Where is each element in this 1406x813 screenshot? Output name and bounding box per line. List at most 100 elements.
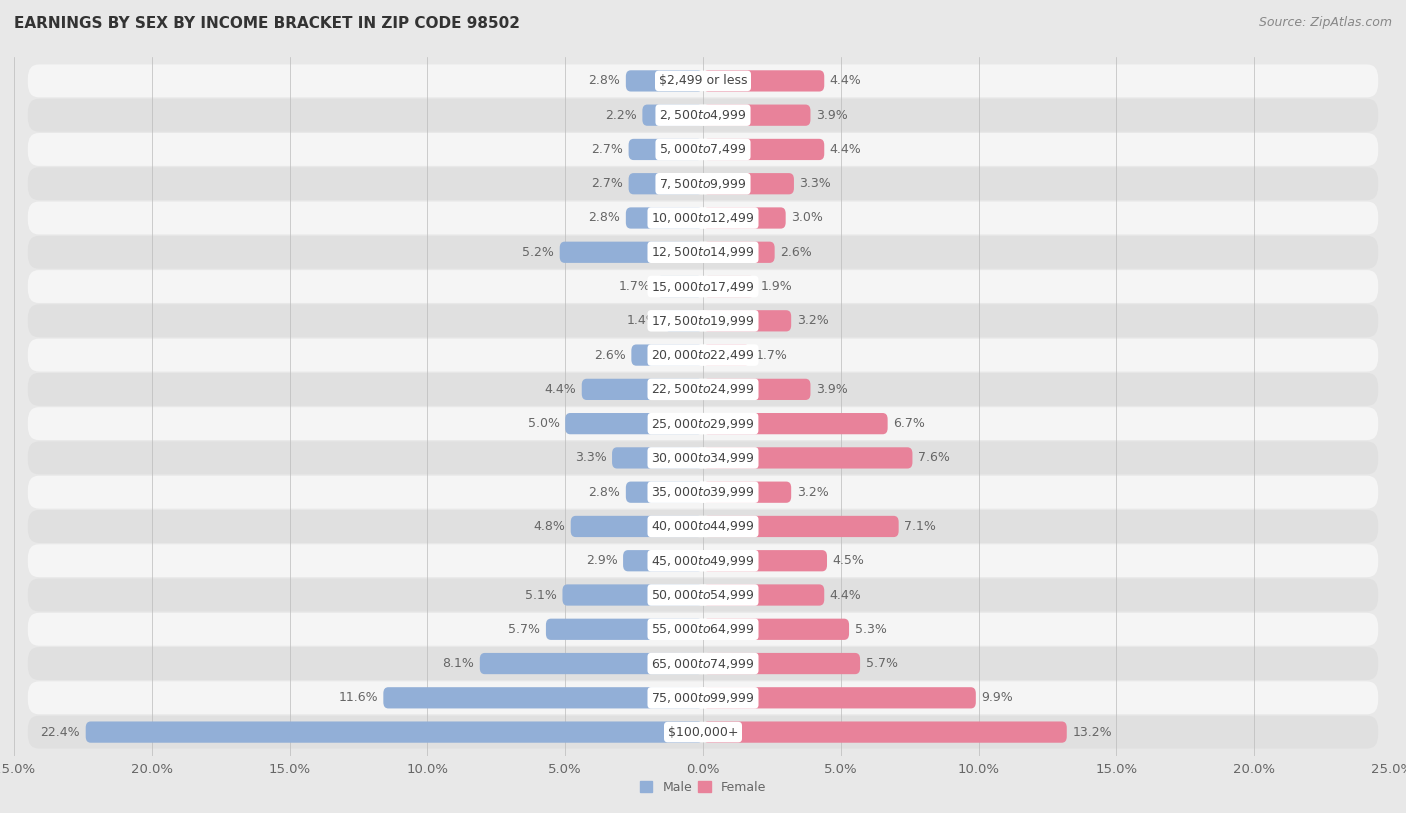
FancyBboxPatch shape — [628, 139, 703, 160]
Text: 4.4%: 4.4% — [544, 383, 576, 396]
Text: $12,500 to $14,999: $12,500 to $14,999 — [651, 246, 755, 259]
Text: $40,000 to $44,999: $40,000 to $44,999 — [651, 520, 755, 533]
FancyBboxPatch shape — [28, 373, 1378, 406]
Text: 3.3%: 3.3% — [800, 177, 831, 190]
FancyBboxPatch shape — [546, 619, 703, 640]
Text: $55,000 to $64,999: $55,000 to $64,999 — [651, 622, 755, 637]
Text: $100,000+: $100,000+ — [668, 725, 738, 738]
Text: $35,000 to $39,999: $35,000 to $39,999 — [651, 485, 755, 499]
Text: 5.0%: 5.0% — [527, 417, 560, 430]
FancyBboxPatch shape — [643, 105, 703, 126]
Text: 1.4%: 1.4% — [627, 315, 659, 328]
Text: 2.8%: 2.8% — [589, 485, 620, 498]
FancyBboxPatch shape — [703, 207, 786, 228]
Text: 5.3%: 5.3% — [855, 623, 886, 636]
FancyBboxPatch shape — [28, 579, 1378, 611]
Text: $22,500 to $24,999: $22,500 to $24,999 — [651, 382, 755, 397]
FancyBboxPatch shape — [28, 167, 1378, 200]
FancyBboxPatch shape — [703, 515, 898, 537]
FancyBboxPatch shape — [28, 64, 1378, 98]
Text: 5.2%: 5.2% — [522, 246, 554, 259]
Text: 4.8%: 4.8% — [533, 520, 565, 533]
Text: 3.0%: 3.0% — [792, 211, 823, 224]
Text: 22.4%: 22.4% — [41, 725, 80, 738]
FancyBboxPatch shape — [560, 241, 703, 263]
Text: 7.1%: 7.1% — [904, 520, 936, 533]
Text: $30,000 to $34,999: $30,000 to $34,999 — [651, 451, 755, 465]
FancyBboxPatch shape — [703, 241, 775, 263]
Text: 5.7%: 5.7% — [509, 623, 540, 636]
FancyBboxPatch shape — [703, 139, 824, 160]
FancyBboxPatch shape — [565, 413, 703, 434]
Legend: Male, Female: Male, Female — [636, 776, 770, 799]
FancyBboxPatch shape — [665, 311, 703, 332]
FancyBboxPatch shape — [28, 304, 1378, 337]
Text: Source: ZipAtlas.com: Source: ZipAtlas.com — [1258, 16, 1392, 29]
Text: 3.9%: 3.9% — [815, 383, 848, 396]
FancyBboxPatch shape — [28, 681, 1378, 715]
Text: 2.8%: 2.8% — [589, 211, 620, 224]
FancyBboxPatch shape — [703, 413, 887, 434]
Text: EARNINGS BY SEX BY INCOME BRACKET IN ZIP CODE 98502: EARNINGS BY SEX BY INCOME BRACKET IN ZIP… — [14, 16, 520, 31]
Text: 3.3%: 3.3% — [575, 451, 606, 464]
FancyBboxPatch shape — [703, 447, 912, 468]
FancyBboxPatch shape — [703, 311, 792, 332]
Text: 4.4%: 4.4% — [830, 75, 862, 88]
FancyBboxPatch shape — [582, 379, 703, 400]
FancyBboxPatch shape — [28, 476, 1378, 509]
FancyBboxPatch shape — [628, 173, 703, 194]
FancyBboxPatch shape — [28, 613, 1378, 646]
Text: 11.6%: 11.6% — [339, 691, 378, 704]
FancyBboxPatch shape — [703, 653, 860, 674]
FancyBboxPatch shape — [703, 379, 810, 400]
FancyBboxPatch shape — [612, 447, 703, 468]
FancyBboxPatch shape — [703, 721, 1067, 743]
Text: $7,500 to $9,999: $7,500 to $9,999 — [659, 176, 747, 191]
Text: 6.7%: 6.7% — [893, 417, 925, 430]
Text: $45,000 to $49,999: $45,000 to $49,999 — [651, 554, 755, 567]
FancyBboxPatch shape — [703, 619, 849, 640]
FancyBboxPatch shape — [626, 481, 703, 502]
Text: 1.9%: 1.9% — [761, 280, 793, 293]
Text: $65,000 to $74,999: $65,000 to $74,999 — [651, 657, 755, 671]
Text: 2.6%: 2.6% — [595, 349, 626, 362]
Text: 8.1%: 8.1% — [443, 657, 474, 670]
Text: $10,000 to $12,499: $10,000 to $12,499 — [651, 211, 755, 225]
Text: 13.2%: 13.2% — [1073, 725, 1112, 738]
FancyBboxPatch shape — [28, 339, 1378, 372]
FancyBboxPatch shape — [86, 721, 703, 743]
Text: 9.9%: 9.9% — [981, 691, 1014, 704]
Text: 4.4%: 4.4% — [830, 143, 862, 156]
FancyBboxPatch shape — [479, 653, 703, 674]
Text: 1.7%: 1.7% — [619, 280, 651, 293]
FancyBboxPatch shape — [626, 207, 703, 228]
FancyBboxPatch shape — [571, 515, 703, 537]
Text: 4.5%: 4.5% — [832, 554, 865, 567]
FancyBboxPatch shape — [28, 270, 1378, 303]
FancyBboxPatch shape — [703, 173, 794, 194]
FancyBboxPatch shape — [703, 105, 810, 126]
Text: $25,000 to $29,999: $25,000 to $29,999 — [651, 416, 755, 431]
Text: 5.7%: 5.7% — [866, 657, 897, 670]
Text: $5,000 to $7,499: $5,000 to $7,499 — [659, 142, 747, 156]
FancyBboxPatch shape — [703, 550, 827, 572]
FancyBboxPatch shape — [384, 687, 703, 708]
Text: 3.9%: 3.9% — [815, 109, 848, 122]
FancyBboxPatch shape — [703, 481, 792, 502]
Text: 2.8%: 2.8% — [589, 75, 620, 88]
FancyBboxPatch shape — [28, 133, 1378, 166]
FancyBboxPatch shape — [703, 276, 755, 298]
FancyBboxPatch shape — [28, 544, 1378, 577]
FancyBboxPatch shape — [28, 510, 1378, 543]
Text: $20,000 to $22,499: $20,000 to $22,499 — [651, 348, 755, 362]
FancyBboxPatch shape — [28, 407, 1378, 440]
Text: $2,499 or less: $2,499 or less — [659, 75, 747, 88]
Text: $50,000 to $54,999: $50,000 to $54,999 — [651, 588, 755, 602]
FancyBboxPatch shape — [562, 585, 703, 606]
Text: 2.7%: 2.7% — [591, 177, 623, 190]
Text: 2.7%: 2.7% — [591, 143, 623, 156]
FancyBboxPatch shape — [28, 98, 1378, 132]
Text: 2.6%: 2.6% — [780, 246, 811, 259]
Text: 3.2%: 3.2% — [797, 485, 828, 498]
FancyBboxPatch shape — [626, 70, 703, 92]
